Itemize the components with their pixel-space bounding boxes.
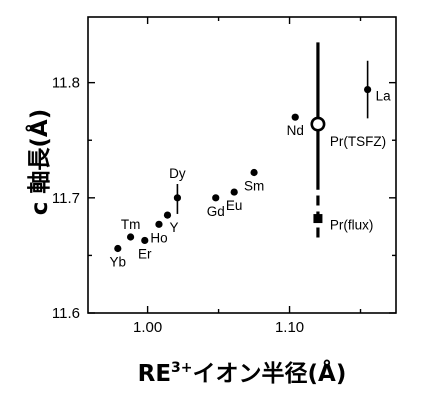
point-label-dy: Dy: [169, 166, 186, 181]
point-label-y: Y: [169, 220, 178, 235]
x-tick-label: 1.00: [133, 319, 162, 336]
point-label-eu: Eu: [226, 198, 243, 213]
point-label-gd: Gd: [207, 204, 225, 219]
data-point-tm: [126, 233, 135, 241]
y-axis-label: c 軸長(Å): [25, 109, 53, 215]
data-point-sm: [250, 168, 258, 177]
y-tick-label: 11.6: [52, 305, 80, 322]
data-point-y: [163, 211, 172, 219]
point-label-tm: Tm: [121, 217, 141, 232]
point-label-pr-flux: Pr(flux): [330, 218, 374, 233]
data-point-er: [141, 236, 149, 245]
y-tick-label: 11.8: [52, 75, 80, 92]
x-axis-label-superscript: 3+: [171, 360, 192, 376]
x-axis-label-rest: イオン半径(Å): [193, 359, 347, 387]
data-point-eu: [230, 188, 238, 196]
point-label-er: Er: [138, 246, 152, 261]
data-point-ho: [155, 220, 163, 228]
data-point-nd: [291, 113, 299, 121]
plot-frame: [87, 16, 397, 314]
x-axis-label-base: RE: [138, 361, 171, 387]
data-point-pr-tsfz: [310, 116, 326, 132]
point-label-pr-tsfz: Pr(TSFZ): [330, 134, 386, 149]
data-point-yb: [114, 244, 122, 253]
x-tick-label: 1.10: [275, 319, 304, 336]
data-point-la: [364, 85, 372, 94]
data-point-pr-flux: [313, 214, 323, 224]
point-label-nd: Nd: [287, 123, 304, 138]
point-label-ho: Ho: [150, 230, 167, 245]
point-label-yb: Yb: [110, 255, 127, 270]
point-label-sm: Sm: [244, 178, 264, 193]
data-point-gd: [212, 194, 220, 202]
axis-ticks: 1.00 1.10 11.6 11.7 11.8: [52, 17, 396, 336]
data-point-dy: [173, 194, 182, 202]
x-axis-label: RE3+イオン半径(Å): [138, 359, 347, 387]
y-tick-label: 11.7: [52, 190, 80, 207]
point-label-la: La: [376, 89, 392, 104]
